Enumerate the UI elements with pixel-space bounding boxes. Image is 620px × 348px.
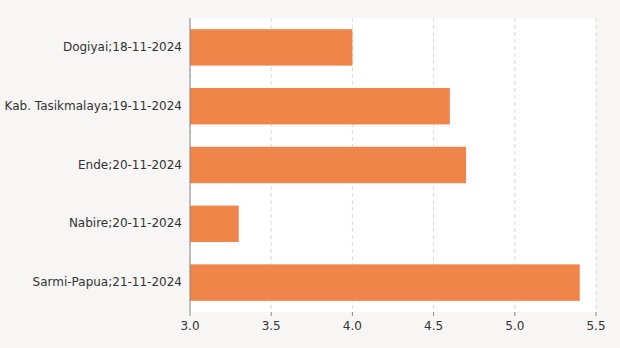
- tick-mark: [433, 312, 434, 316]
- plot-background: [190, 18, 596, 312]
- tick-label: 5.5: [586, 319, 605, 333]
- bar: [190, 206, 239, 242]
- tick-label: 3.5: [262, 319, 281, 333]
- grid-line: [190, 18, 191, 312]
- category-label: Sarmi-Papua;21-11-2024: [33, 275, 182, 289]
- x-axis: 3.0 3.5 4.0 4.5 5.0 5.5: [180, 312, 605, 333]
- category-label: Dogiyai;18-11-2024: [63, 40, 182, 54]
- grid: [190, 18, 596, 312]
- tick-mark: [190, 312, 191, 316]
- tick-label: 4.5: [424, 319, 443, 333]
- chart-svg: 3.0 3.5 4.0 4.5 5.0 5.5 Sarmi-Papua;21-11-2024…: [0, 0, 620, 348]
- chart-container: 3.0 3.5 4.0 4.5 5.0 5.5 Sarmi-Papua;21-11-2024…: [0, 0, 620, 348]
- bars: [190, 29, 580, 301]
- y-axis: Sarmi-Papua;21-11-2024 Nabire;20-11-2024 E…: [5, 40, 182, 289]
- category-label: Kab. Tasikmalaya;19-11-2024: [5, 99, 182, 113]
- y-axis-line: [190, 18, 191, 312]
- category-label: Ende;20-11-2024: [78, 158, 182, 172]
- category-label: Nabire;20-11-2024: [69, 216, 182, 230]
- grid-line: [596, 18, 597, 312]
- bar: [190, 88, 450, 124]
- tick-mark: [514, 312, 515, 316]
- tick-label: 5.0: [505, 319, 524, 333]
- tick-mark: [352, 312, 353, 316]
- tick-label: 4.0: [343, 319, 362, 333]
- tick-mark: [271, 312, 272, 316]
- bar: [190, 147, 466, 183]
- bar: [190, 264, 580, 300]
- bar: [190, 29, 352, 65]
- tick-label: 3.0: [180, 319, 199, 333]
- tick-mark: [596, 312, 597, 316]
